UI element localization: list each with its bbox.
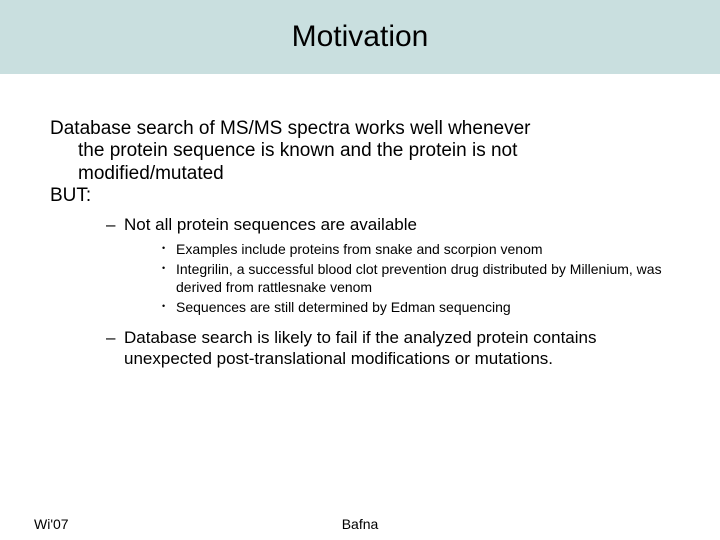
bullet-text: Integrilin, a successful blood clot prev… [176, 261, 662, 295]
list-item: Not all protein sequences are available … [106, 214, 670, 317]
para-line-4: BUT: [50, 185, 91, 206]
bullet-list-level2: Examples include proteins from snake and… [124, 241, 670, 317]
list-item: Examples include proteins from snake and… [162, 241, 670, 259]
bullet-list-level1: Not all protein sequences are available … [50, 214, 670, 370]
title-band: Motivation [0, 0, 720, 74]
para-line-3: modified/mutated [50, 163, 670, 185]
bullet-text: Not all protein sequences are available [124, 215, 417, 234]
slide-title: Motivation [292, 20, 429, 54]
list-item: Database search is likely to fail if the… [106, 327, 670, 370]
intro-paragraph: Database search of MS/MS spectra works w… [50, 118, 670, 208]
para-line-2: the protein sequence is known and the pr… [50, 140, 670, 162]
list-item: Integrilin, a successful blood clot prev… [162, 261, 670, 296]
slide-body: Database search of MS/MS spectra works w… [0, 74, 720, 369]
footer-center: Bafna [0, 516, 720, 532]
bullet-text: Database search is likely to fail if the… [124, 328, 596, 368]
list-item: Sequences are still determined by Edman … [162, 299, 670, 317]
bullet-text: Sequences are still determined by Edman … [176, 299, 511, 315]
para-line-1: Database search of MS/MS spectra works w… [50, 118, 530, 139]
bullet-text: Examples include proteins from snake and… [176, 241, 543, 257]
